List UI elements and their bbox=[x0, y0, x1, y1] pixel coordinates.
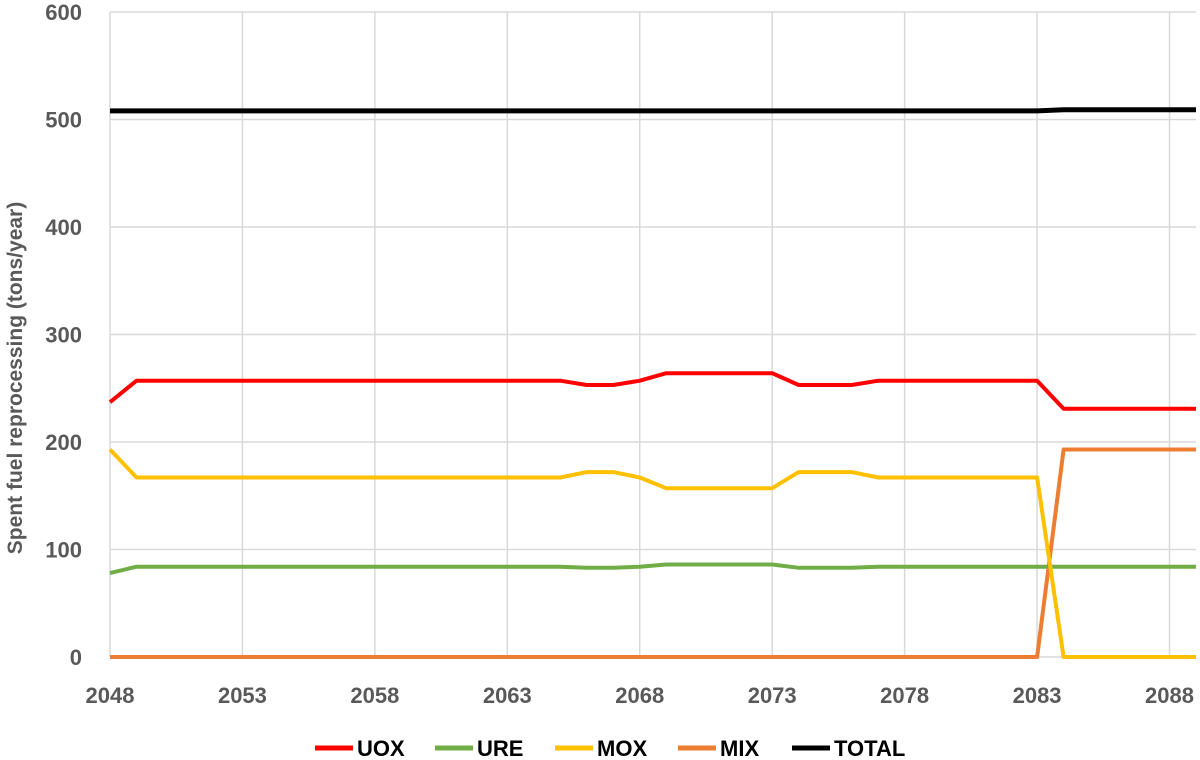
y-tick-label: 300 bbox=[45, 323, 82, 348]
legend-item-total: TOTAL bbox=[792, 736, 905, 760]
legend-label: MIX bbox=[720, 736, 759, 760]
legend-label: URE bbox=[477, 736, 523, 760]
y-axis-tick-labels: 0 100 200 300 400 500 600 bbox=[45, 0, 82, 670]
series-line-ure bbox=[109, 562, 1196, 576]
x-tick-label: 2063 bbox=[483, 683, 532, 708]
y-tick-label: 0 bbox=[70, 645, 82, 670]
series-line-mox bbox=[108, 448, 1196, 659]
series-line-uox bbox=[108, 371, 1196, 411]
legend-item-ure: URE bbox=[435, 736, 523, 760]
x-tick-label: 2078 bbox=[880, 683, 929, 708]
legend-label: MOX bbox=[597, 736, 647, 760]
legend-item-mix: MIX bbox=[678, 736, 759, 760]
x-tick-label: 2088 bbox=[1145, 683, 1194, 708]
y-tick-label: 600 bbox=[45, 0, 82, 25]
gridlines bbox=[109, 11, 1196, 658]
series-line-mix bbox=[110, 447, 1196, 659]
series-layer bbox=[108, 107, 1196, 659]
x-tick-label: 2073 bbox=[748, 683, 797, 708]
y-tick-label: 500 bbox=[45, 108, 82, 133]
y-tick-label: 400 bbox=[45, 215, 82, 240]
legend-label: TOTAL bbox=[834, 736, 905, 760]
legend: UOX URE MOX MIX TOTAL bbox=[315, 736, 905, 760]
legend-item-uox: UOX bbox=[315, 736, 405, 760]
x-axis-tick-labels: 2048 2053 2058 2063 2068 2073 2078 2083 2088 bbox=[86, 683, 1194, 708]
series-line-total bbox=[110, 107, 1196, 114]
y-axis-title: Spent fuel reprocessing (tons/year) bbox=[4, 202, 27, 554]
x-tick-label: 2068 bbox=[615, 683, 664, 708]
legend-label: UOX bbox=[357, 736, 405, 760]
x-tick-label: 2083 bbox=[1013, 683, 1062, 708]
x-tick-label: 2048 bbox=[86, 683, 135, 708]
y-tick-label: 200 bbox=[45, 430, 82, 455]
x-tick-label: 2053 bbox=[218, 683, 267, 708]
legend-item-mox: MOX bbox=[555, 736, 647, 760]
x-tick-label: 2058 bbox=[350, 683, 399, 708]
y-tick-label: 100 bbox=[45, 538, 82, 563]
